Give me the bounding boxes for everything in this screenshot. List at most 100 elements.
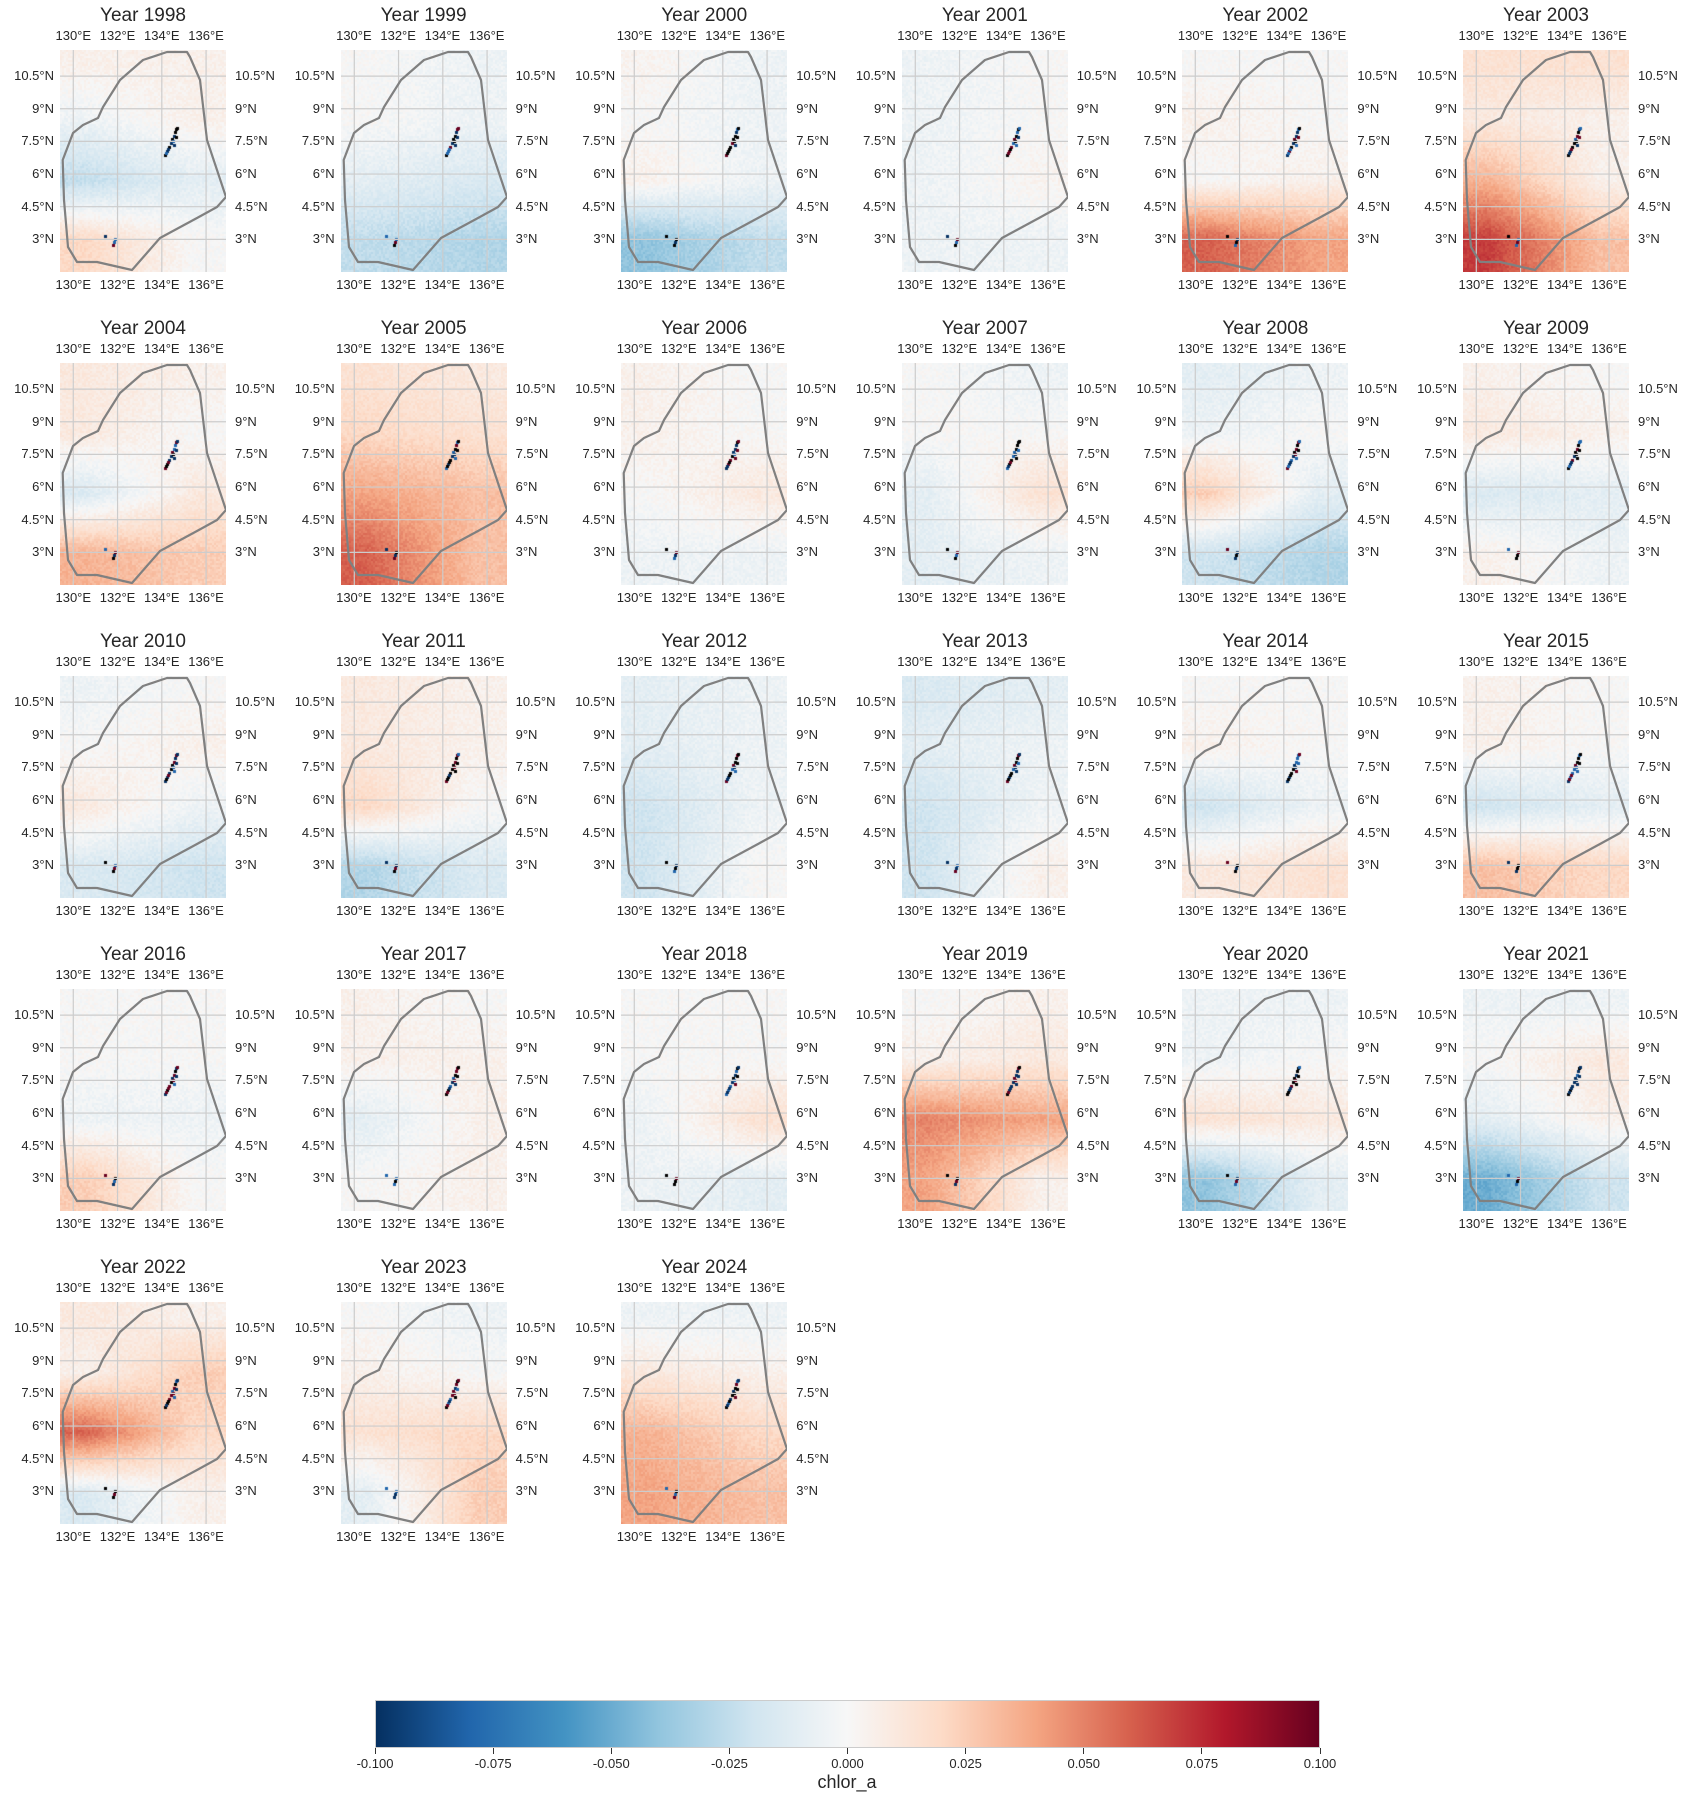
lat-tick-label-left: 6°N <box>32 166 54 182</box>
lat-tick-label-left: 7.5°N <box>582 1072 616 1088</box>
lat-tick-label-right: 10.5°N <box>515 68 556 84</box>
lat-tick-label-right: 9°N <box>235 100 257 116</box>
chlor-a-anomaly-field <box>1463 676 1629 898</box>
lat-tick-label-right: 3°N <box>1076 857 1099 873</box>
lat-tick-label-right: 9°N <box>1076 100 1099 116</box>
eez-boundary <box>622 363 788 585</box>
lat-tick-label-right: 6°N <box>515 792 538 808</box>
colorbar-tick-label: -0.050 <box>592 1756 630 1771</box>
map-area <box>901 676 1068 898</box>
map-area <box>340 363 507 585</box>
lon-tick-label-top: 132°E <box>941 28 978 43</box>
lon-tick-label-bottom: 134°E <box>144 1529 180 1544</box>
lon-tick-label-top: 130°E <box>616 1280 653 1295</box>
lat-tick-label-left: 3°N <box>593 1170 616 1186</box>
lat-tick-label-right: 9°N <box>235 726 257 742</box>
lon-tick-label-top: 134°E <box>1266 967 1302 982</box>
map-overlay <box>340 676 507 898</box>
map-area <box>1182 676 1349 898</box>
lon-tick-label-top: 132°E <box>1502 967 1539 982</box>
panel-title: Year 2005 <box>380 318 467 339</box>
lat-tick-label-left: 3°N <box>1435 857 1457 873</box>
panel-title: Year 1999 <box>380 5 467 26</box>
map-area <box>901 363 1068 585</box>
lat-tick-label-right: 6°N <box>235 1418 257 1434</box>
lat-tick-label-left: 4.5°N <box>1424 511 1457 527</box>
lat-tick-label-left: 7.5°N <box>582 759 616 775</box>
lat-tick-label-right: 7.5°N <box>235 1385 268 1401</box>
lat-tick-label-right: 3°N <box>1638 1170 1660 1186</box>
lat-tick-label-left: 7.5°N <box>1143 759 1177 775</box>
lat-tick-label-right: 4.5°N <box>796 1450 829 1466</box>
lon-tick-label-bottom: 132°E <box>380 1529 416 1544</box>
colorbar-tick-label: -0.075 <box>474 1756 512 1771</box>
lon-tick-label-top: 136°E <box>1030 341 1066 356</box>
panel-title: Year 2011 <box>381 631 466 652</box>
lat-tick-label-left: 10.5°N <box>1136 381 1177 397</box>
lat-tick-label-left: 9°N <box>1154 1039 1177 1055</box>
eez-boundary <box>1183 363 1349 585</box>
lon-tick-label-top: 136°E <box>1030 654 1066 669</box>
lon-tick-label-bottom: 136°E <box>468 590 505 605</box>
lon-tick-label-top: 134°E <box>705 1280 741 1295</box>
lat-tick-label-left: 10.5°N <box>575 1320 616 1336</box>
lat-tick-label-left: 10.5°N <box>14 1320 54 1336</box>
lat-tick-label-left: 9°N <box>32 726 54 742</box>
panel-title: Year 2023 <box>380 1257 467 1278</box>
lat-tick-label-right: 4.5°N <box>235 824 268 840</box>
lon-tick-label-top: 132°E <box>660 967 697 982</box>
lon-tick-label-bottom: 136°E <box>188 1216 224 1231</box>
lon-tick-label-bottom: 132°E <box>1502 277 1539 292</box>
lon-tick-label-bottom: 134°E <box>1547 903 1583 918</box>
colorbar-tick-label: 0.025 <box>949 1756 982 1771</box>
map-overlay <box>621 1302 788 1524</box>
lat-tick-label-left: 10.5°N <box>855 1007 896 1023</box>
lat-tick-label-right: 3°N <box>1638 231 1660 247</box>
colorbar-tick <box>610 1748 612 1754</box>
lon-tick-label-bottom: 132°E <box>380 277 416 292</box>
lon-tick-label-bottom: 130°E <box>616 1529 653 1544</box>
chlor-a-anomaly-field <box>621 363 788 585</box>
lon-tick-label-top: 136°E <box>1591 967 1627 982</box>
lat-tick-label-right: 10.5°N <box>235 1007 275 1023</box>
lon-tick-label-top: 130°E <box>55 341 92 356</box>
lon-tick-label-bottom: 134°E <box>705 590 741 605</box>
lat-tick-label-right: 3°N <box>1076 544 1099 560</box>
map-overlay <box>1463 50 1629 272</box>
lat-tick-label-right: 7.5°N <box>796 446 829 462</box>
lon-tick-label-top: 132°E <box>941 341 978 356</box>
map-overlay <box>1182 676 1349 898</box>
lon-tick-label-top: 134°E <box>985 654 1022 669</box>
lat-tick-label-left: 6°N <box>593 479 616 495</box>
lat-tick-label-right: 4.5°N <box>1357 198 1391 214</box>
colorbar-tick-label: 0.100 <box>1303 1756 1337 1771</box>
lat-tick-label-right: 4.5°N <box>235 1450 268 1466</box>
panel-title: Year 2001 <box>941 5 1028 26</box>
chlor-a-anomaly-field <box>1463 50 1629 272</box>
lat-tick-label-right: 9°N <box>515 726 538 742</box>
lat-tick-label-left: 3°N <box>1435 231 1457 247</box>
lat-tick-label-left: 4.5°N <box>863 1137 896 1153</box>
lat-tick-label-right: 9°N <box>515 100 538 116</box>
lon-tick-label-top: 130°E <box>1458 967 1495 982</box>
lat-tick-label-right: 3°N <box>235 1170 257 1186</box>
map-area <box>340 989 507 1211</box>
lat-tick-label-right: 6°N <box>1357 1105 1380 1121</box>
chlor-a-anomaly-field <box>340 1302 507 1524</box>
lat-tick-label-right: 7.5°N <box>515 1385 549 1401</box>
lat-tick-label-right: 4.5°N <box>796 1137 829 1153</box>
lat-tick-label-right: 10.5°N <box>515 694 556 710</box>
lon-tick-label-bottom: 136°E <box>1310 590 1347 605</box>
lat-tick-label-right: 10.5°N <box>1076 381 1117 397</box>
lon-tick-label-bottom: 132°E <box>941 903 978 918</box>
lon-tick-label-top: 136°E <box>188 1280 224 1295</box>
lat-tick-label-left: 4.5°N <box>582 198 616 214</box>
lon-tick-label-bottom: 130°E <box>1177 1216 1214 1231</box>
lon-tick-label-top: 132°E <box>99 654 136 669</box>
lat-tick-label-left: 7.5°N <box>21 759 54 775</box>
lat-tick-label-left: 7.5°N <box>301 1072 335 1088</box>
lon-tick-label-bottom: 132°E <box>380 590 416 605</box>
colorbar-tick <box>374 1748 376 1754</box>
lat-tick-label-left: 10.5°N <box>294 1007 335 1023</box>
lat-tick-label-left: 9°N <box>873 1039 896 1055</box>
